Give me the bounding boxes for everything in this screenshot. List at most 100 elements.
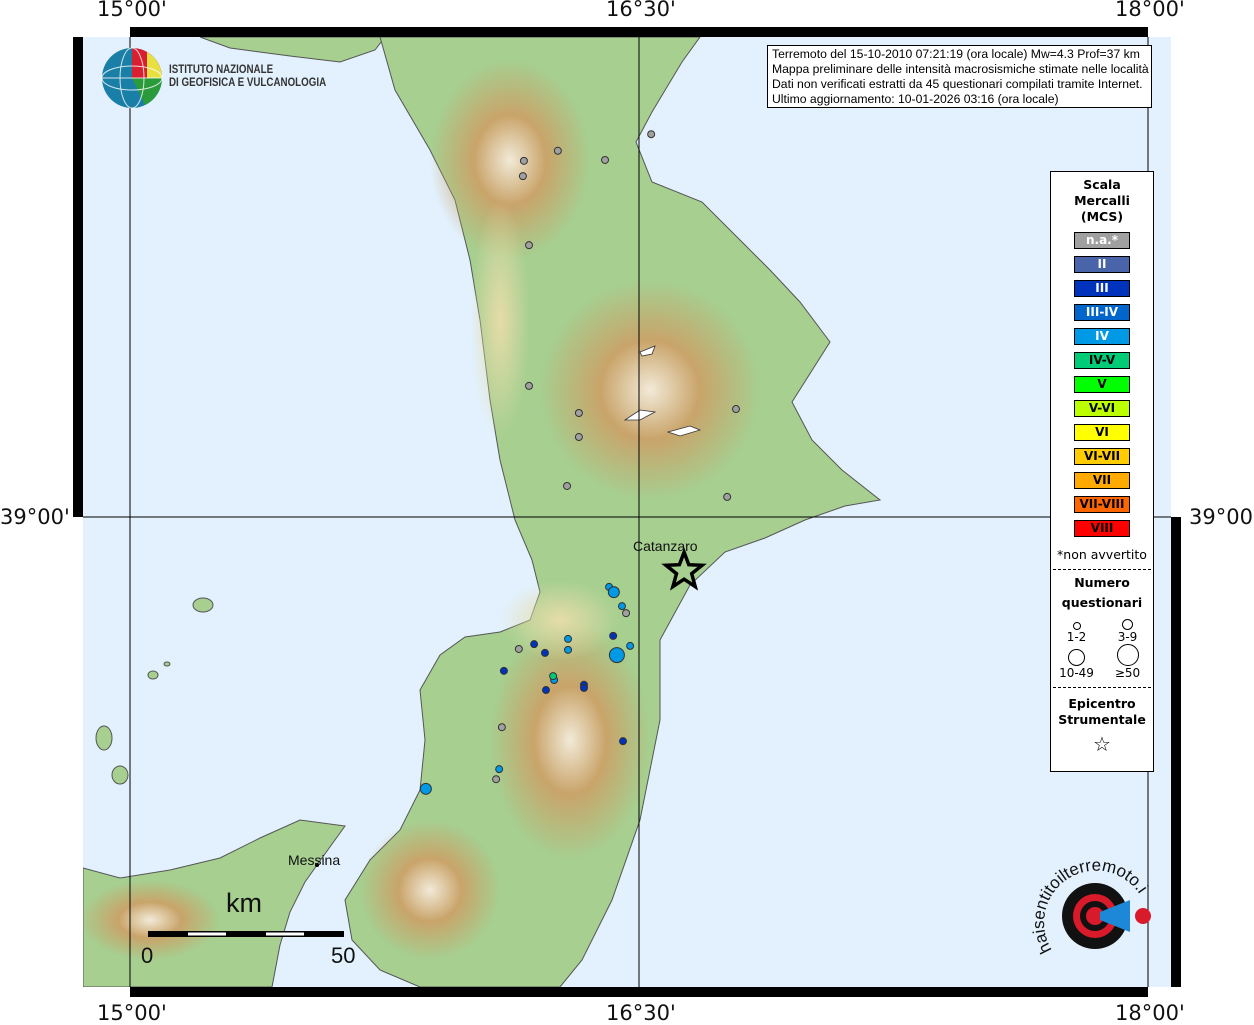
messina-marker bbox=[315, 863, 319, 867]
observation-point bbox=[609, 631, 618, 640]
scale-unit: km bbox=[226, 888, 262, 918]
legend-title-1: Scala bbox=[1083, 177, 1121, 192]
legend-class-3: III-IV bbox=[1074, 304, 1130, 321]
observation-point bbox=[540, 648, 549, 657]
observation-point bbox=[499, 666, 508, 675]
epicenter-star bbox=[661, 547, 707, 591]
observation-point bbox=[497, 723, 506, 732]
observation-point bbox=[419, 782, 432, 795]
observation-point bbox=[607, 586, 620, 599]
legend-class-5: IV-V bbox=[1074, 352, 1130, 369]
observation-points bbox=[419, 130, 740, 795]
legend-class-0: n.a.* bbox=[1074, 232, 1130, 249]
size-label: ≥50 bbox=[1114, 666, 1141, 680]
observation-point bbox=[619, 737, 628, 746]
legend-note: *non avvertito bbox=[1057, 547, 1147, 562]
epicenter-title-1: Epicentro bbox=[1068, 696, 1136, 711]
legend-title: Scala Mercalli (MCS) bbox=[1051, 177, 1153, 225]
observation-point bbox=[622, 609, 631, 618]
info-line-4: Ultimo aggiornamento: 10-01-2026 03:16 (… bbox=[772, 92, 1059, 106]
legend-class-9: VI-VII bbox=[1074, 448, 1130, 465]
observation-point bbox=[608, 647, 625, 664]
legend-class-2: III bbox=[1074, 280, 1130, 297]
legend-class-7: V-VI bbox=[1074, 400, 1130, 417]
observation-point bbox=[530, 640, 539, 649]
size-label: 10-49 bbox=[1059, 666, 1094, 680]
graticule bbox=[83, 37, 1171, 987]
legend-title-2: Mercalli bbox=[1074, 193, 1130, 208]
lat-label-left: 39°00' bbox=[0, 505, 70, 529]
legend-class-6: V bbox=[1074, 376, 1130, 393]
observation-point bbox=[579, 683, 588, 692]
place-label-catanzaro: Catanzaro bbox=[633, 538, 698, 554]
ingv-logo-text: ISTITUTO NAZIONALE DI GEOFISICA E VULCAN… bbox=[169, 64, 326, 90]
legend: Scala Mercalli (MCS) n.a.* II III III-IV IV I… bbox=[1050, 171, 1154, 772]
legend-class-1: II bbox=[1074, 256, 1130, 273]
scale-start: 0 bbox=[141, 943, 154, 968]
size-3-9: 3-9 bbox=[1102, 619, 1153, 644]
observation-point bbox=[525, 381, 534, 390]
lakes bbox=[623, 345, 702, 437]
observation-point bbox=[723, 492, 732, 501]
legend-swatches: n.a.* II III III-IV IV IV-V V V-VI VI VI-VII VII VI… bbox=[1051, 232, 1153, 537]
observation-point bbox=[574, 408, 583, 417]
lat-label-right: 39°00' bbox=[1189, 505, 1254, 529]
size-label: 1-2 bbox=[1066, 630, 1087, 644]
size-title-2: questionari bbox=[1061, 595, 1143, 610]
legend-divider bbox=[1053, 687, 1151, 688]
info-line-2: Mappa preliminare delle intensità macros… bbox=[772, 62, 1149, 76]
observation-point bbox=[617, 602, 626, 611]
ingv-line2: DI GEOFISICA E VULCANOLOGIA bbox=[169, 77, 327, 89]
size-title: Numero questionari bbox=[1051, 573, 1153, 613]
observation-point bbox=[549, 672, 558, 681]
observation-point bbox=[601, 155, 610, 164]
observation-point bbox=[492, 775, 501, 784]
legend-class-10: VII bbox=[1074, 472, 1130, 489]
legend-class-11: VII-VIII bbox=[1074, 496, 1130, 513]
lon-label-top-3: 18°00' bbox=[1115, 0, 1185, 21]
observation-point bbox=[518, 172, 527, 181]
size-title-1: Numero bbox=[1074, 575, 1130, 590]
legend-class-8: VI bbox=[1074, 424, 1130, 441]
lon-label-bottom-1: 15°00' bbox=[97, 1001, 167, 1025]
lon-label-top-2: 16°30' bbox=[606, 0, 676, 21]
lon-label-bottom-2: 16°30' bbox=[606, 1001, 676, 1025]
size-10-49: 10-49 bbox=[1051, 644, 1102, 680]
observation-point bbox=[525, 241, 534, 250]
size-label: 3-9 bbox=[1117, 630, 1138, 644]
place-label-messina: Messina bbox=[288, 852, 341, 868]
observation-point bbox=[541, 686, 550, 695]
observation-point bbox=[514, 644, 523, 653]
observation-point bbox=[564, 645, 573, 654]
frame-stripes bbox=[73, 27, 1181, 997]
scale-bar bbox=[148, 931, 344, 937]
star-icon: ☆ bbox=[1093, 732, 1111, 756]
legend-divider bbox=[1053, 569, 1151, 570]
lon-label-bottom-3: 18°00' bbox=[1115, 1001, 1185, 1025]
legend-class-12: VIII bbox=[1074, 520, 1130, 537]
info-line-1: Terremoto del 15-10-2010 07:21:19 (ora l… bbox=[772, 47, 1140, 61]
observation-point bbox=[647, 130, 656, 139]
observation-point bbox=[574, 433, 583, 442]
observation-point bbox=[563, 481, 572, 490]
observation-point bbox=[564, 634, 573, 643]
ingv-logo-globe bbox=[101, 47, 163, 109]
size-1-2: 1-2 bbox=[1051, 619, 1102, 644]
legend-title-3: (MCS) bbox=[1080, 209, 1124, 224]
lon-label-top-1: 15°00' bbox=[97, 0, 167, 21]
observation-point bbox=[553, 146, 562, 155]
observation-point bbox=[495, 765, 504, 774]
epicenter-title-2: Strumentale bbox=[1058, 712, 1146, 727]
scale-end: 50 bbox=[331, 943, 356, 968]
legend-class-4: IV bbox=[1074, 328, 1130, 345]
size-50: ≥50 bbox=[1102, 644, 1153, 680]
relief bbox=[83, 60, 760, 960]
observation-point bbox=[519, 156, 528, 165]
size-legend: 1-2 3-9 10-49 ≥50 bbox=[1051, 619, 1153, 680]
info-line-3: Dati non verificati estratti da 45 quest… bbox=[772, 77, 1143, 91]
ingv-line1: ISTITUTO NAZIONALE bbox=[169, 64, 274, 76]
epicenter-title: Epicentro Strumentale bbox=[1051, 696, 1153, 728]
event-info-box: Terremoto del 15-10-2010 07:21:19 (ora l… bbox=[767, 45, 1152, 108]
observation-point bbox=[626, 641, 635, 650]
